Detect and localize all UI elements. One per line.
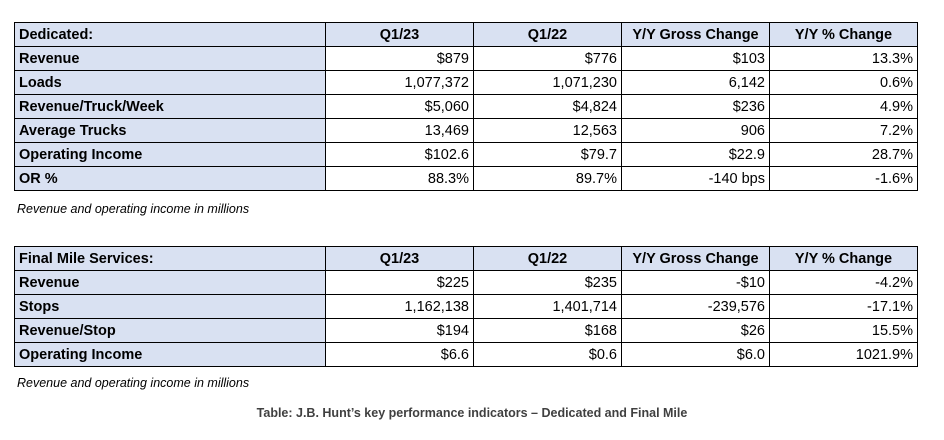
row-label: Revenue	[14, 46, 326, 71]
cell-value: -17.1%	[769, 294, 918, 319]
cell-value: 12,563	[473, 118, 622, 143]
column-header: Y/Y % Change	[769, 246, 918, 271]
row-label: Revenue/Stop	[14, 318, 326, 343]
dedicated-note: Revenue and operating income in millions	[17, 202, 250, 216]
cell-value: -4.2%	[769, 270, 918, 295]
cell-value: 1021.9%	[769, 342, 918, 367]
table-row: Revenue $879 $776 $103 13.3%	[14, 46, 918, 71]
cell-value: 1,401,714	[473, 294, 622, 319]
table-row: Operating Income $102.6 $79.7 $22.9 28.7%	[14, 142, 918, 167]
cell-value: 4.9%	[769, 94, 918, 119]
cell-value: $22.9	[621, 142, 770, 167]
cell-value: $102.6	[325, 142, 474, 167]
cell-value: $168	[473, 318, 622, 343]
cell-value: 0.6%	[769, 70, 918, 95]
cell-value: $6.6	[325, 342, 474, 367]
cell-value: 89.7%	[473, 166, 622, 191]
column-header: Q1/22	[473, 22, 622, 47]
table-row: OR % 88.3% 89.7% -140 bps -1.6%	[14, 166, 918, 191]
column-header: Q1/23	[325, 246, 474, 271]
cell-value: 13,469	[325, 118, 474, 143]
cell-value: $236	[621, 94, 770, 119]
cell-value: 28.7%	[769, 142, 918, 167]
row-label: Stops	[14, 294, 326, 319]
table-title: Final Mile Services:	[14, 246, 326, 271]
table-row: Revenue/Stop $194 $168 $26 15.5%	[14, 318, 918, 343]
cell-value: $26	[621, 318, 770, 343]
cell-value: 1,077,372	[325, 70, 474, 95]
row-label: Revenue	[14, 270, 326, 295]
final-mile-note: Revenue and operating income in millions	[17, 376, 250, 390]
cell-value: $6.0	[621, 342, 770, 367]
cell-value: 906	[621, 118, 770, 143]
cell-value: -239,576	[621, 294, 770, 319]
table-caption: Table: J.B. Hunt’s key performance indic…	[256, 406, 688, 420]
table-row: Average Trucks 13,469 12,563 906 7.2%	[14, 118, 918, 143]
table-header-row: Final Mile Services: Q1/23 Q1/22 Y/Y Gross …	[14, 246, 918, 271]
column-header: Q1/23	[325, 22, 474, 47]
cell-value: $776	[473, 46, 622, 71]
cell-value: -1.6%	[769, 166, 918, 191]
row-label: Operating Income	[14, 142, 326, 167]
row-label: Loads	[14, 70, 326, 95]
table-row: Loads 1,077,372 1,071,230 6,142 0.6%	[14, 70, 918, 95]
cell-value: 6,142	[621, 70, 770, 95]
column-header: Y/Y % Change	[769, 22, 918, 47]
cell-value: $79.7	[473, 142, 622, 167]
cell-value: $5,060	[325, 94, 474, 119]
table-row: Operating Income $6.6 $0.6 $6.0 1021.9%	[14, 342, 918, 367]
dedicated-table: Dedicated: Q1/23 Q1/22 Y/Y Gross Change Y/Y …	[14, 22, 918, 191]
cell-value: $879	[325, 46, 474, 71]
cell-value: $4,824	[473, 94, 622, 119]
cell-value: 15.5%	[769, 318, 918, 343]
column-header: Y/Y Gross Change	[621, 22, 770, 47]
cell-value: $225	[325, 270, 474, 295]
cell-value: $0.6	[473, 342, 622, 367]
row-label: Average Trucks	[14, 118, 326, 143]
table-title: Dedicated:	[14, 22, 326, 47]
cell-value: 13.3%	[769, 46, 918, 71]
table-row: Stops 1,162,138 1,401,714 -239,576 -17.1%	[14, 294, 918, 319]
cell-value: $235	[473, 270, 622, 295]
column-header: Q1/22	[473, 246, 622, 271]
cell-value: -$10	[621, 270, 770, 295]
table-row: Revenue $225 $235 -$10 -4.2%	[14, 270, 918, 295]
cell-value: $194	[325, 318, 474, 343]
cell-value: -140 bps	[621, 166, 770, 191]
cell-value: $103	[621, 46, 770, 71]
row-label: OR %	[14, 166, 326, 191]
cell-value: 1,071,230	[473, 70, 622, 95]
cell-value: 7.2%	[769, 118, 918, 143]
final-mile-table: Final Mile Services: Q1/23 Q1/22 Y/Y Gross …	[14, 246, 918, 367]
row-label: Revenue/Truck/Week	[14, 94, 326, 119]
table-row: Revenue/Truck/Week $5,060 $4,824 $236 4.9%	[14, 94, 918, 119]
cell-value: 88.3%	[325, 166, 474, 191]
table-header-row: Dedicated: Q1/23 Q1/22 Y/Y Gross Change Y/Y …	[14, 22, 918, 47]
cell-value: 1,162,138	[325, 294, 474, 319]
column-header: Y/Y Gross Change	[621, 246, 770, 271]
row-label: Operating Income	[14, 342, 326, 367]
